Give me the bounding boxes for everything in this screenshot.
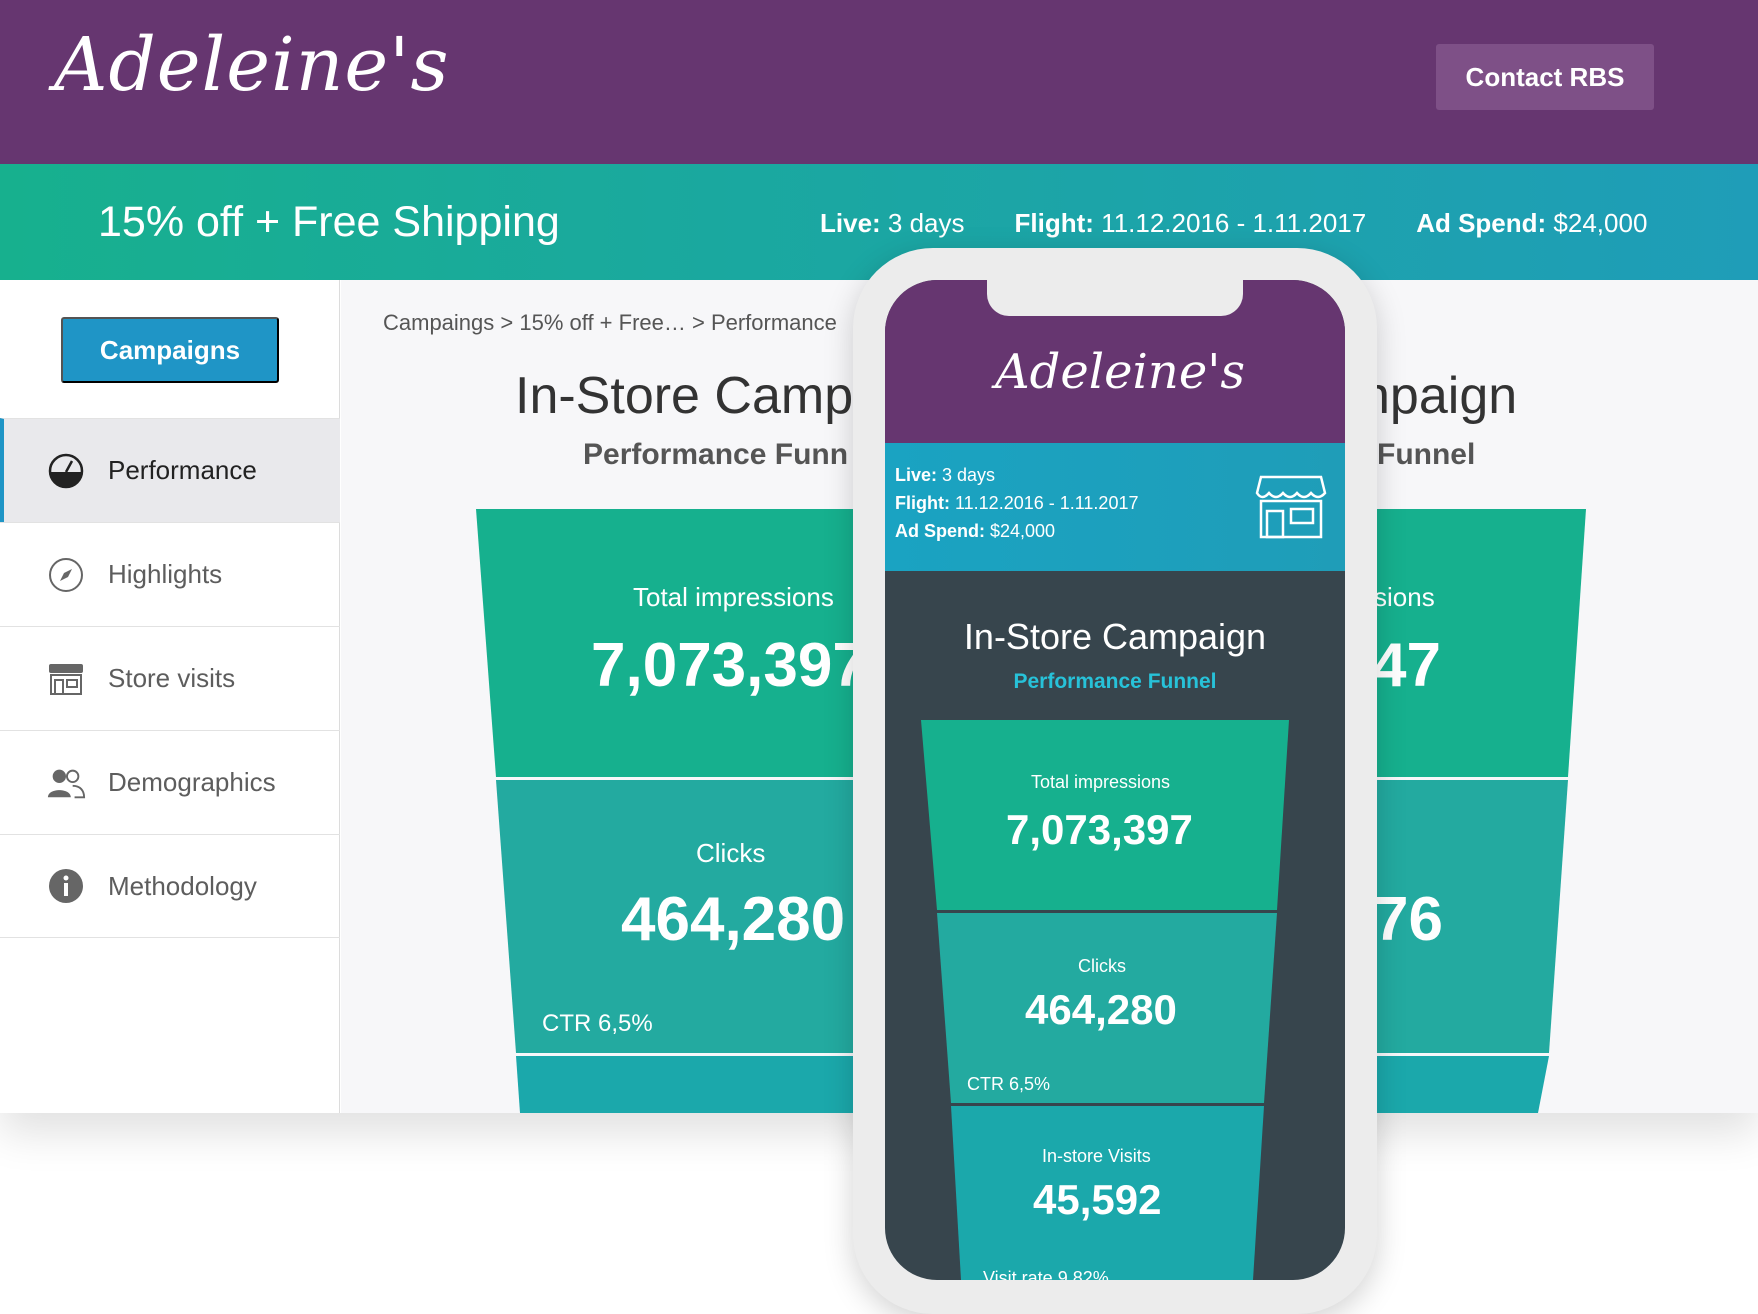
mobile-adspend-label: Ad Spend: xyxy=(895,521,985,541)
sidebar: Campaigns Performance Highlights xyxy=(0,280,340,1113)
mobile-visits-value: 45,592 xyxy=(1033,1176,1162,1223)
impressions-label-right: sions xyxy=(1374,582,1435,612)
mobile-page-title: In-Store Campaign xyxy=(963,616,1267,657)
store-icon xyxy=(1255,471,1327,548)
adspend-label: Ad Spend: xyxy=(1416,208,1547,238)
mobile-funnel-stage-clicks xyxy=(937,913,1277,1103)
clicks-value-right: 76 xyxy=(1374,885,1443,954)
campaign-title: 15% off + Free Shipping xyxy=(98,198,560,246)
sidebar-item-label: Store visits xyxy=(108,663,236,693)
live-value: 3 days xyxy=(880,208,965,238)
brand-logo[interactable]: Adeleine's xyxy=(54,22,450,108)
mobile-live-stat: Live: 3 days xyxy=(895,465,995,486)
flight-stat: Flight: 11.12.2016 - 1.11.2017 xyxy=(1015,208,1367,239)
impressions-label: Total impressions xyxy=(633,582,834,612)
mobile-impressions-value: 7,073,397 xyxy=(1006,806,1193,853)
top-header: Adeleine's Contact RBS xyxy=(0,0,1758,164)
page-title: In-Store Camp xyxy=(515,367,854,425)
mobile-ctr-label: CTR 6,5% xyxy=(967,1074,1051,1094)
mobile-flight-value: 11.12.2016 - 1.11.2017 xyxy=(949,493,1139,513)
mobile-live-value: 3 days xyxy=(937,465,996,485)
mobile-funnel-stage-impressions xyxy=(921,720,1289,910)
live-label: Live: xyxy=(820,208,881,238)
users-icon xyxy=(46,763,86,803)
mobile-clicks-value: 464,280 xyxy=(1025,986,1177,1033)
mobile-live-label: Live: xyxy=(895,465,938,485)
sidebar-item-highlights[interactable]: Highlights xyxy=(0,522,340,626)
impressions-value-right: 47 xyxy=(1372,631,1441,700)
store-icon xyxy=(46,659,86,699)
mobile-header: Adeleine's xyxy=(885,280,1345,443)
page-title-right: npaign xyxy=(1361,367,1518,425)
mobile-funnel-chart xyxy=(921,720,1289,1280)
mobile-page-subtitle: Performance Funnel xyxy=(1013,670,1217,693)
mobile-stats: Live: 3 days Flight: 11.12.2016 - 1.11.2… xyxy=(885,443,1345,571)
mobile-flight-stat: Flight: 11.12.2016 - 1.11.2017 xyxy=(895,493,1138,514)
adspend-stat: Ad Spend: $24,000 xyxy=(1416,208,1647,239)
mobile-adspend-stat: Ad Spend: $24,000 xyxy=(895,521,1055,542)
sidebar-nav: Performance Highlights Store visits xyxy=(0,418,340,938)
page-subtitle-right: Funnel xyxy=(1377,438,1476,471)
sidebar-item-store-visits[interactable]: Store visits xyxy=(0,626,340,730)
gauge-icon xyxy=(46,451,86,491)
ctr-label: CTR 6,5% xyxy=(542,1010,653,1037)
phone-notch xyxy=(987,280,1243,316)
flight-value: 11.12.2016 - 1.11.2017 xyxy=(1093,208,1367,238)
sidebar-item-methodology[interactable]: Methodology xyxy=(0,834,340,938)
phone-screen: Adeleine's Live: 3 days Flight: 11.12.20… xyxy=(885,280,1345,1280)
mobile-flight-label: Flight: xyxy=(895,493,950,513)
clicks-label: Clicks xyxy=(696,838,766,868)
impressions-value: 7,073,397 xyxy=(591,631,867,700)
sidebar-item-label: Highlights xyxy=(108,559,223,589)
mobile-visit-rate: Visit rate 9,82% xyxy=(983,1268,1109,1280)
breadcrumb[interactable]: Campaings > 15% off + Free… > Performanc… xyxy=(383,310,837,335)
mobile-funnel-stage-visits xyxy=(951,1106,1264,1280)
sidebar-item-performance[interactable]: Performance xyxy=(0,418,340,522)
clicks-value: 464,280 xyxy=(621,885,846,954)
sidebar-item-demographics[interactable]: Demographics xyxy=(0,730,340,834)
compass-icon xyxy=(46,555,86,595)
mobile-visits-label: In-store Visits xyxy=(1042,1146,1151,1166)
adspend-value: $24,000 xyxy=(1546,208,1648,238)
sidebar-item-label: Methodology xyxy=(108,870,257,901)
campaigns-button[interactable]: Campaigns xyxy=(61,317,279,383)
contact-button[interactable]: Contact RBS xyxy=(1436,44,1654,110)
live-stat: Live: 3 days xyxy=(820,208,965,239)
mobile-brand-logo[interactable]: Adeleine's xyxy=(995,344,1246,400)
flight-label: Flight: xyxy=(1014,208,1094,238)
page-subtitle: Performance Funn xyxy=(583,438,849,471)
sidebar-item-label: Demographics xyxy=(108,767,276,797)
sidebar-item-label: Performance xyxy=(108,455,257,485)
campaign-bar: 15% off + Free Shipping Live: 3 days Fli… xyxy=(0,164,1758,280)
campaign-stats: Live: 3 days Flight: 11.12.2016 - 1.11.2… xyxy=(820,208,1647,239)
mobile-clicks-label: Clicks xyxy=(1078,956,1126,976)
mobile-adspend-value: $24,000 xyxy=(985,521,1056,541)
info-icon xyxy=(46,866,86,906)
phone-mockup: Adeleine's Live: 3 days Flight: 11.12.20… xyxy=(853,248,1377,1314)
mobile-impressions-label: Total impressions xyxy=(1031,772,1171,792)
